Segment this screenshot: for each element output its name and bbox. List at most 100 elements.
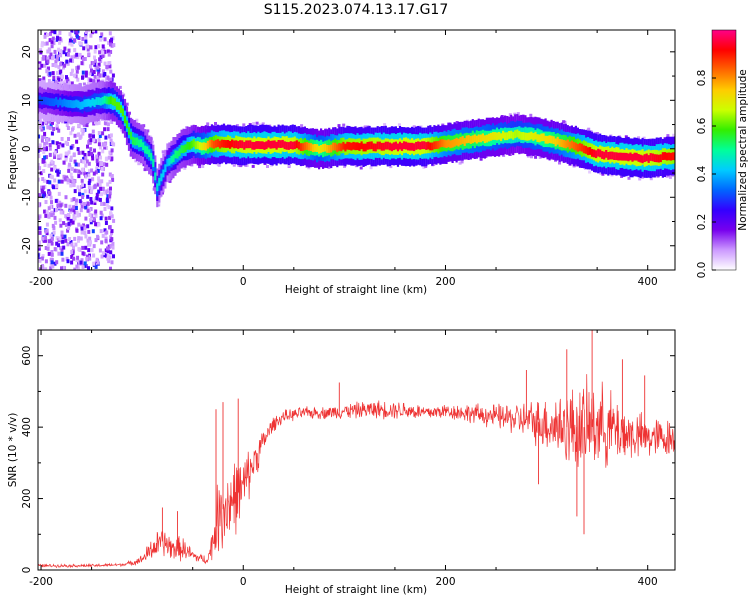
spectrogram-cell [87, 77, 91, 82]
spectrogram-cell [65, 52, 68, 57]
spectrogram-cell [392, 142, 395, 151]
spectrogram-cell [85, 204, 89, 209]
snr-x-tick-label: 200 [435, 576, 455, 588]
spectrogram-cell [649, 153, 652, 161]
spectrogram-cell [38, 258, 42, 263]
spectrogram-cell [609, 151, 612, 160]
spectrogram-cell [95, 257, 99, 262]
spectrogram-cell [277, 140, 280, 148]
spectrogram-cell [89, 147, 93, 152]
spectrogram-cell [655, 154, 658, 163]
spectrogram-cell [53, 215, 57, 220]
spectrogram-cell [111, 73, 115, 78]
spectrogram-cell [85, 99, 88, 107]
spectrogram-cell [495, 132, 499, 141]
spectrogram-cell [275, 141, 278, 150]
spectrogram-cell [89, 64, 92, 69]
spectrogram-cell [108, 191, 112, 196]
spectrogram-cell [48, 152, 52, 157]
spectrogram-cell [64, 214, 68, 219]
spectrogram-cell [76, 30, 80, 33]
spectrogram-cell [201, 165, 205, 168]
spectrogram-cell [40, 138, 44, 143]
spectrogram-cell [40, 97, 44, 105]
spectrogram-cell [538, 134, 541, 143]
spectrogram-cell [108, 225, 112, 230]
spectrogram-cell [53, 150, 57, 155]
spectrogram-cell [235, 124, 239, 127]
spectrogram-cell [247, 140, 250, 149]
spectrogram-cell [93, 201, 97, 205]
spectrogram-cell [161, 150, 165, 154]
spectrogram-y-tick-label: 0 [21, 145, 33, 152]
spectrogram-cell [422, 165, 426, 169]
spectrogram-cell [176, 150, 179, 159]
spectrogram-cell [152, 159, 155, 167]
spectrogram-cell [41, 159, 45, 164]
spectrogram-cell [481, 133, 484, 142]
spectrogram-cell [109, 243, 113, 248]
spectrogram-cell [70, 42, 74, 47]
spectrogram-cell [100, 213, 104, 218]
spectrogram-cell [504, 132, 507, 141]
spectrogram-cell [233, 140, 236, 149]
spectrogram-cell [100, 254, 104, 259]
spectrogram-cell [76, 147, 80, 152]
spectrogram-cell [89, 138, 93, 143]
spectrogram-cell [71, 220, 75, 225]
spectrogram-cell [103, 95, 106, 104]
spectrogram-cell [39, 125, 43, 130]
spectrogram-cell [49, 123, 53, 128]
spectrogram-cell [328, 145, 331, 153]
spectrogram-cell [625, 152, 628, 161]
spectrogram-cell [65, 123, 69, 127]
spectrogram-cell [558, 139, 561, 147]
spectrogram-cell [200, 142, 203, 151]
spectrogram-cell [597, 148, 600, 157]
spectrogram-cell [45, 147, 48, 152]
spectrogram-cell [534, 131, 537, 140]
spectrogram-cell [72, 152, 76, 157]
spectrogram-cell [255, 141, 258, 149]
spectrogram-cell [83, 57, 87, 61]
spectrogram-y-tick-label: -10 [21, 189, 33, 206]
spectrogram-cell [261, 122, 265, 126]
spectrogram-cell [53, 155, 57, 159]
spectrogram-cell [51, 98, 54, 107]
spectrogram-cell [69, 218, 73, 223]
spectrogram-cell [87, 30, 91, 33]
spectrogram-cell [101, 172, 105, 177]
spectrogram-cell [621, 152, 624, 161]
spectrogram-cell [38, 216, 41, 221]
spectrogram-cell [45, 41, 49, 46]
spectrogram-cell [84, 70, 88, 75]
spectrogram-cell [43, 134, 47, 139]
spectrogram-cell [42, 169, 46, 173]
spectrogram-cell [87, 152, 91, 157]
spectrogram-cell [61, 143, 65, 148]
spectrogram-cell [59, 53, 63, 58]
spectrogram-cell [106, 127, 110, 132]
spectrogram-cell [53, 30, 57, 35]
spectrogram-cell [70, 176, 74, 181]
spectrogram-cell [101, 69, 105, 74]
spectrogram-cell [356, 142, 359, 151]
spectrogram-cell [97, 142, 101, 147]
spectrogram-cell [82, 183, 86, 188]
spectrogram-cell [574, 142, 577, 151]
spectrogram-cell [69, 58, 73, 63]
spectrogram-cell [79, 134, 83, 139]
spectrogram-cell [80, 204, 84, 209]
spectrogram-cell [103, 49, 107, 54]
spectrogram-cell [44, 246, 48, 250]
spectrogram-cell [81, 265, 85, 269]
colorbar-gradient [712, 30, 736, 270]
spectrogram-cell [157, 201, 161, 205]
spectrogram-cell [364, 143, 367, 152]
spectrogram-cell [459, 137, 462, 145]
spectrogram-cell [100, 187, 104, 192]
spectrogram-cell [303, 142, 306, 151]
spectrogram-cell [69, 240, 73, 244]
spectrogram-cell [313, 144, 317, 152]
spectrogram-cell [54, 63, 58, 68]
